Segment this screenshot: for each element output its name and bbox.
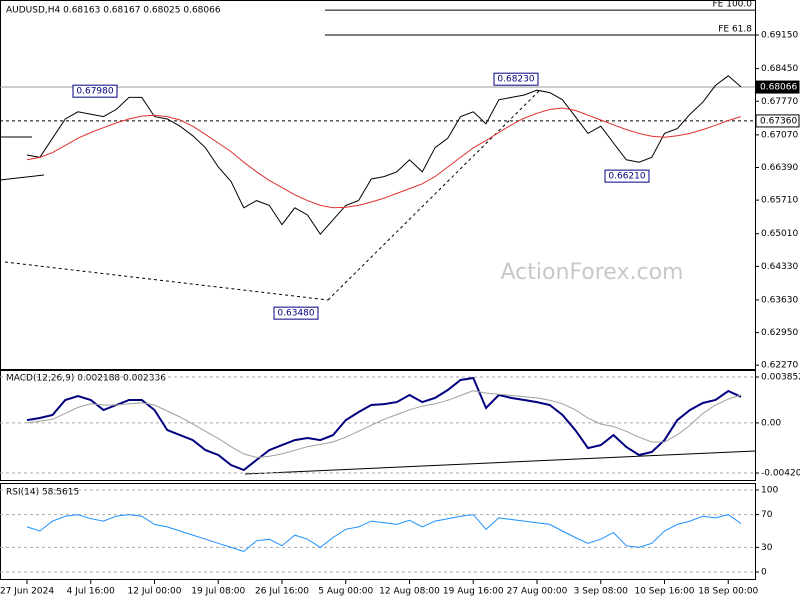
series-line	[26, 75, 742, 236]
series-line	[26, 390, 742, 459]
macd-title: MACD(12,26,9) 0.002188 0.002336	[6, 374, 166, 384]
watermark: ActionForex.com	[501, 260, 684, 285]
y-tick-label: 0.64330	[761, 262, 798, 272]
annotation-label: 0.67980	[76, 87, 113, 97]
y-tick-label: 0.003852	[761, 373, 800, 383]
x-tick-label: 5 Aug 00:00	[318, 587, 373, 597]
y-tick-label: 100	[761, 485, 778, 495]
annotation-label: 0.63480	[277, 309, 314, 319]
x-tick-label: 19 Jul 08:00	[191, 587, 245, 597]
y-tick-label: 0	[761, 567, 767, 577]
y-tick-label: 0.66390	[761, 163, 798, 173]
price-label: 0.67360	[760, 116, 797, 126]
y-tick-label: 0.62950	[761, 328, 798, 338]
y-tick-label: 0.67770	[761, 97, 798, 107]
y-tick-label: 0.67070	[761, 130, 798, 140]
rsi-title: RSI(14) 58.5615	[6, 488, 79, 498]
annotation-box	[493, 72, 539, 86]
x-tick-label: 27 Aug 00:00	[507, 587, 568, 597]
x-tick-label: 3 Sep 08:00	[574, 587, 629, 597]
x-tick-label: 19 Aug 16:00	[443, 587, 504, 597]
y-tick-label: 0.68450	[761, 64, 798, 74]
price-box	[755, 114, 800, 128]
price-frame	[0, 0, 756, 370]
macd-trend-line	[244, 450, 756, 475]
x-tick-label: 10 Sep 16:00	[634, 587, 694, 597]
y-tick-label: 0.69150	[761, 31, 798, 41]
rsi-frame	[0, 483, 756, 580]
y-tick-label: 0.65010	[761, 229, 798, 239]
x-tick-label: 27 Jun 2024	[0, 587, 54, 597]
x-tick-label: 4 Jul 16:00	[67, 587, 116, 597]
y-tick-label: 0.00	[761, 418, 781, 428]
price-label: 0.68066	[760, 83, 797, 93]
annotation-label: 0.66210	[608, 172, 645, 182]
y-tick-label: 0.62270	[761, 361, 798, 371]
annotation-label: 0.68230	[497, 75, 534, 85]
y-tick-label: 70	[761, 510, 773, 520]
annotation-box	[72, 84, 118, 98]
y-tick-label: 0.63630	[761, 295, 798, 305]
y-tick-label: 30	[761, 543, 773, 553]
x-tick-label: 26 Jul 16:00	[255, 587, 309, 597]
level-label: FE 61.8	[718, 25, 752, 35]
macd-frame	[0, 370, 756, 481]
x-tick-label: 12 Jul 00:00	[128, 587, 182, 597]
x-tick-label: 12 Aug 08:00	[379, 587, 440, 597]
chart-title: AUDUSD,H4 0.68163 0.68167 0.68025 0.6806…	[6, 6, 221, 16]
trend-line	[0, 174, 45, 181]
series-line	[26, 107, 742, 209]
y-tick-label: -0.004204	[761, 469, 800, 479]
level-label: FE 100.0	[713, 0, 753, 10]
trend-line	[4, 261, 329, 301]
series-line	[26, 514, 742, 553]
trend-line	[327, 89, 541, 301]
annotation-box	[604, 169, 650, 183]
annotation-box	[273, 306, 319, 320]
y-tick-label: 0.65710	[761, 196, 798, 206]
x-tick-label: 18 Sep 00:00	[698, 587, 758, 597]
price-box	[755, 80, 800, 94]
